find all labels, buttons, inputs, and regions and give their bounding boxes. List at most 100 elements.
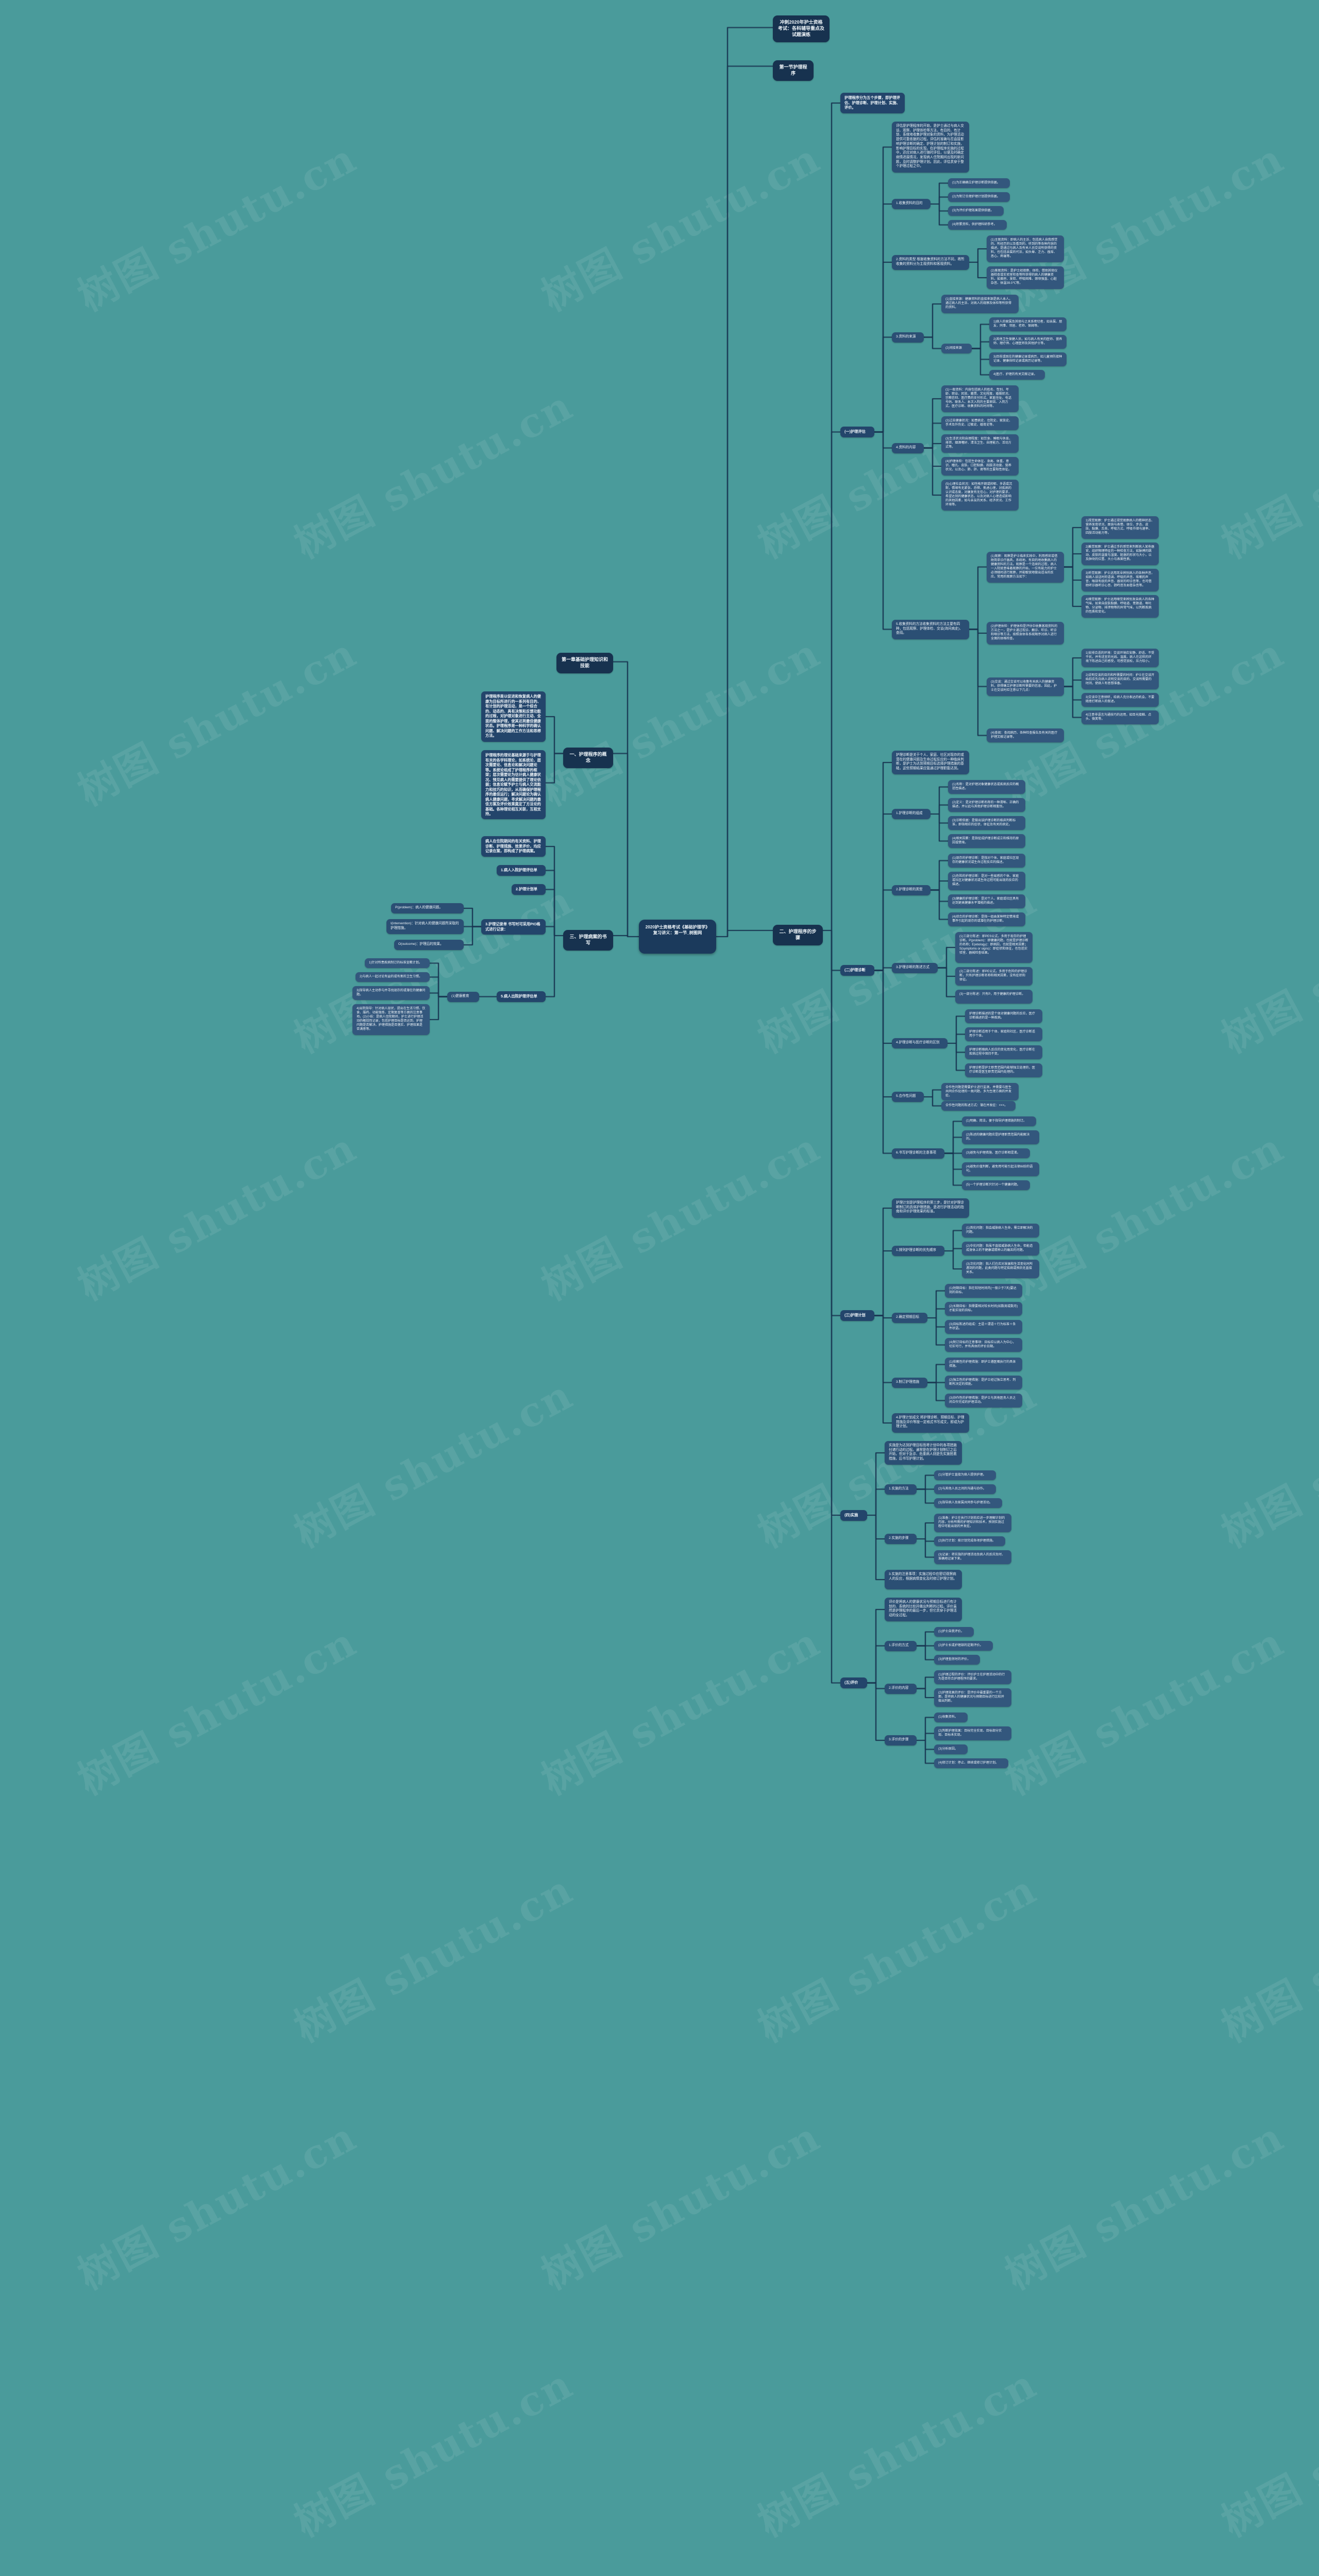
topic-node[interactable]: (4)避免价值判断，避免用可能引起法律纠纷的语句。	[962, 1162, 1039, 1176]
topic-node[interactable]: O(outcome)：护理后的效果。	[394, 940, 464, 950]
topic-node[interactable]: 护理诊断适用于个体、家庭和社区，医疗诊断适用于个体。	[965, 1027, 1042, 1041]
topic-node[interactable]: (3)分析原因。	[934, 1744, 968, 1754]
topic-node[interactable]: 2)与病人一起讨论有益的或有害的卫生习惯。	[356, 972, 430, 982]
topic-node[interactable]: 5.病人出院护理评估单	[497, 991, 546, 1002]
topic-node[interactable]: (3)次优问题：指人们在应对发展和生活变化时所遇到的问题，此类问题与特定疾病或预…	[962, 1260, 1039, 1278]
topic-node[interactable]: (5)一个护理诊断只针对一个健康问题。	[962, 1180, 1030, 1190]
topic-node[interactable]: (三)护理计划	[840, 1310, 874, 1321]
topic-node[interactable]: (2)独立性的护理措施：是护士经过独立思考、判断所决定的措施。	[945, 1376, 1022, 1389]
topic-node[interactable]: 1.排列护理诊断的优先顺序	[892, 1246, 944, 1256]
topic-node[interactable]: 3)交谈中注意倾听，给病人充分表达的机会，不要随意打断病人的叙述。	[1081, 693, 1159, 707]
topic-node[interactable]: 实施是为达到护理目标而将计划中的各项措施付诸行动的过程。通常是在护理计划制订之后…	[885, 1441, 962, 1465]
topic-node[interactable]: 3.护理记录单 书写时可采用PIO格式进行记录：	[481, 919, 546, 935]
topic-node[interactable]: (3)协作性的护理措施：是护士与其他医务人员之间合作完成的护理活动。	[945, 1394, 1022, 1408]
branch-node[interactable]: 第一节护理程序	[773, 60, 814, 81]
topic-node[interactable]: 1.护理诊断的组成	[892, 809, 931, 819]
topic-node[interactable]: (2)客观资料：是护士经观察、体检、借助其他仪器检查或实验室检查等所获得的病人的…	[987, 266, 1064, 289]
topic-node[interactable]: 3)听觉观察：护士运用耳朵辨别病人的各种声音，如病人谈话时的语调、呼吸的声音、咳…	[1081, 569, 1159, 591]
branch-node[interactable]: 一、护理程序的概念	[563, 748, 613, 768]
topic-node[interactable]: (3)生活状况和自理程度：如饮食、睡眠与休息、排泄、烟酒嗜好、清洁卫生、自理能力…	[941, 434, 1019, 453]
topic-node[interactable]: 4)医疗、护理的有关文献记录。	[989, 370, 1045, 380]
topic-node[interactable]: (4)综合的护理诊断：是指一组由某种特定情境或事件引起的现存的或潜在的护理诊断。	[948, 912, 1025, 926]
topic-node[interactable]: 1)病人的家属及其他与之关系密切者，如亲属、朋友、同事、邻居、老师、保姆等。	[989, 317, 1067, 331]
topic-node[interactable]: I(intervention)：针对病人的健康问题所采取的护理措施。	[386, 919, 464, 934]
topic-node[interactable]: 2.资料的类型 根据收集资料的方法不同，将所收集的资料分为主观资料和客观资料。	[892, 255, 969, 270]
topic-node[interactable]: (3)避免与护理措施、医疗诊断相混淆。	[962, 1148, 1030, 1158]
topic-node[interactable]: (2)陈述的健康问题应是护理职责范围内能解决的。	[962, 1130, 1039, 1144]
topic-node[interactable]: 5.收集资料的方法收集资料的方法主要有四种，包括观察、护理体检、交谈(询问病史)…	[892, 620, 969, 639]
topic-node[interactable]: 4.护理计划成文 将护理诊断、预期目标、护理措施及评价等按一定格式书写成文，即成…	[892, 1413, 969, 1433]
topic-node[interactable]: (四)实施	[840, 1510, 867, 1521]
topic-node[interactable]: (五)评价	[840, 1677, 867, 1688]
topic-node[interactable]: 4)出院指导：针对病人现状，提出在生活习惯、饮食、服药、功能锻炼、定期复查等方面…	[352, 1004, 430, 1035]
topic-node[interactable]: (1)护理过程的评价：评价护士在护理活动中的行为是否符合护理程序的要求。	[934, 1670, 1011, 1684]
topic-node[interactable]: 2)说明交谈的目的和所需要的时间：护士在交谈开始前应先向病人说明交谈的目的、交谈…	[1081, 671, 1159, 689]
topic-node[interactable]: 病人在住院期间的有关资料、护理诊断、护理措施、效果评价，均应记录在案，即构成了护…	[481, 836, 546, 857]
topic-node[interactable]: (1)名称：是对护理对象健康状态或疾病反应的概括性描述。	[948, 780, 1025, 794]
topic-node[interactable]: 1.评价的方式	[885, 1641, 917, 1651]
topic-node[interactable]: (1)观察：观察是护士临床实践中，利用感官或借助简单诊疗器具，系统地、有目的地收…	[987, 552, 1064, 583]
topic-node[interactable]: (4)护理体检：包括生命体征、身高、体重、意识、瞳孔、皮肤、口腔黏膜、四肢活动度…	[941, 457, 1019, 476]
topic-node[interactable]: (2)过去健康状况：如患病史、住院史、家族史、手术及外伤史、过敏史、婚育史等。	[941, 416, 1019, 430]
topic-node[interactable]: 2.护理计划单	[512, 884, 546, 895]
topic-node[interactable]: (3)健康的护理诊断：是对个人、家庭或社区具有达到更高健康水平潜能的描述。	[948, 894, 1025, 908]
topic-node[interactable]: (1)三部分陈述：即PES公式，多用于现存的护理诊断。P(problem)：即健…	[955, 932, 1033, 963]
topic-node[interactable]: P(problem)：病人的健康问题。	[391, 903, 464, 913]
topic-node[interactable]: 3.护理诊断的陈述方式	[892, 963, 938, 973]
topic-node[interactable]: 3.评价的步骤	[885, 1735, 917, 1745]
topic-node[interactable]: (4)制订目标的注意事项：目标应以病人为中心，切实可行，并有具体的评价日期。	[945, 1338, 1022, 1352]
topic-node[interactable]: 6.书写护理诊断的注意事项	[892, 1148, 944, 1159]
topic-node[interactable]: (2)长期目标：指需要相对较长时间(如数周或数月)才能实现的目标。	[945, 1302, 1022, 1316]
topic-node[interactable]: 2)触觉观察：护士通过手的感觉来判断病人某些器官、组织物理特征的一种检查方法，如…	[1081, 543, 1159, 565]
topic-node[interactable]: (2)二部分陈述：即PE公式，多用于危险的护理诊断，只有护理诊断名称和相关因素，…	[955, 967, 1033, 986]
topic-node[interactable]: 护理程序是以促进和恢复病人的健康为目标所进行的一系列有目的、有计划的护理活动，是…	[481, 691, 546, 742]
topic-node[interactable]: 评价是将病人的健康状况与预期目标进行有计划的、系统的比较并做出判断的过程。评价虽…	[885, 1598, 962, 1621]
topic-node[interactable]: 护理计划是护理程序的第三步，是针对护理诊断制订的具体护理措施，是进行护理活动的指…	[892, 1198, 969, 1218]
topic-node[interactable]: 护理诊断随病人反应的变化而变化，医疗诊断在疾病过程中保持不变。	[965, 1045, 1042, 1059]
topic-node[interactable]: 评估是护理程序的开始，是护士通过与病人交谈、观察、护理体检等方法，有目的、有计划…	[892, 122, 969, 173]
topic-node[interactable]: 护理诊断是关于个人、家庭、社区对现存的或潜在的健康问题及生命过程反应的一种临床判…	[892, 751, 969, 774]
topic-node[interactable]: 合作性问题是需要护士进行监测，并需要与医生共同合作处理的一类问题，多为生理方面的…	[941, 1083, 1019, 1101]
topic-node[interactable]: (4)修订计划：停止、继续或修订护理计划。	[934, 1758, 1008, 1768]
topic-node[interactable]: (2)定义：是对护理诊断名称的一种清晰、正确的描述，并以此与其他护理诊断相鉴别。	[948, 798, 1025, 812]
topic-node[interactable]: (1)首优问题：指会威胁病人生命，需立即解决的问题。	[962, 1224, 1039, 1238]
topic-node[interactable]: (2)判断护理效果：目标完全实现、目标部分实现、目标未实现。	[934, 1726, 1011, 1740]
topic-node[interactable]: (2)危险的护理诊断：是对一些易感的个体、家庭或社区对健康状况或生命过程可能出现…	[948, 872, 1025, 890]
topic-node[interactable]: 2.护理诊断的类型	[892, 885, 931, 895]
topic-node[interactable]: (3)护理查房时的评价。	[934, 1655, 980, 1665]
topic-node[interactable]: 2.评价的内容	[885, 1684, 917, 1694]
topic-node[interactable]: 1)视觉观察：护士通过视觉观察病人的精神状态、营养发育状况、面容与表情、体位、步…	[1081, 516, 1159, 539]
topic-node[interactable]: (3)为评价护理效果提供依据。	[948, 206, 1004, 216]
topic-node[interactable]: 合作性问题的陈述方式：潜在并发症：×××。	[941, 1101, 1016, 1111]
topic-node[interactable]: (3)指导病人及家属共同参与护理活动。	[934, 1498, 1002, 1508]
topic-node[interactable]: (1)准备：护士在执行计划前应进一步理解计划的内容，分析所需的护理知识和技术，预…	[934, 1514, 1011, 1532]
topic-node[interactable]: (4)积累资料，供护理科研参考。	[948, 220, 1007, 230]
topic-node[interactable]: (1)一般资料：内容包括病人的姓名、性别、年龄、职业、民族、籍贯、文化程度、婚姻…	[941, 385, 1019, 412]
topic-node[interactable]: (1)短期目标：指在较短时间内(一般少于7天)要达到的目标。	[945, 1284, 1022, 1298]
topic-node[interactable]: 3.制订护理措施	[892, 1378, 927, 1388]
topic-node[interactable]: (1)直接来源：健康资料的直接来源是病人本人。通过病人的主诉、对病人的观察及体检…	[941, 295, 1019, 313]
topic-node[interactable]: 2.实施的步骤	[885, 1534, 917, 1544]
topic-node[interactable]: 1)安排合适的环境：交谈环境应安静、舒适、不受干扰，并有适宜的光线、温度。病人在…	[1081, 649, 1159, 667]
topic-node[interactable]: (3)记录：将实施的护理活动及病人的反应及时、准确地记录下来。	[934, 1550, 1011, 1564]
topic-node[interactable]: (2)护理体检：护理体检是评估中收集客观资料的方法之一，是护士通过视诊、触诊、叩…	[987, 622, 1064, 645]
topic-node[interactable]: 护理诊断是护士职责范围内能够独立处理的，医疗诊断是医生职责范围内处理的。	[965, 1063, 1042, 1077]
branch-node[interactable]: 三、护理病案的书写	[563, 930, 613, 951]
topic-node[interactable]: 3)目前或既往的健康记录或病历，如儿童预防接种记录、健康体检记录或病历记录等。	[989, 352, 1067, 366]
topic-node[interactable]: (3)交谈：通过交谈可以收集有关病人的健康资料，获得确立护理诊断所需要的信息。因…	[987, 677, 1064, 696]
topic-node[interactable]: (2)护理效果的评价：是评价中最重要的一个方面，是将病人的健康状况与预期目标进行…	[934, 1688, 1011, 1707]
topic-node[interactable]: 护理程序的理论基础来源于与护理有关的各学科理论，如系统论、层次需要论、信息论和解…	[481, 750, 546, 819]
root-node[interactable]: 2020护士资格考试《基础护理学》复习讲义：第一节_树图网	[639, 920, 716, 954]
topic-node[interactable]: (1)为正确确立护理诊断提供依据。	[948, 178, 1010, 188]
topic-node[interactable]: (1)明确、简洁，便于指导护理措施的制订。	[962, 1116, 1036, 1126]
topic-node[interactable]: 1)针对所患疾病制订的标准宣教计划。	[365, 958, 430, 968]
topic-node[interactable]: 1.实施的方法	[885, 1484, 917, 1495]
topic-node[interactable]: (1)主观资料：即病人的主诉，包括病人自我感觉的、所经历的以及看到的、听到的等各…	[987, 235, 1064, 262]
topic-node[interactable]: (4)相关因素：是指促成护理诊断成立和维持的原因或情境。	[948, 834, 1025, 848]
topic-node[interactable]: 护理程序分为五个步骤，即护理评估、护理诊断、护理计划、实施、评价。	[840, 93, 905, 113]
topic-node[interactable]: (2)与其他人员之间的沟通与协作。	[934, 1484, 996, 1494]
topic-node[interactable]: (3)诊断依据：是做出该护理诊断的临床判断标准，即指相应的症状、体征及有关的病史…	[948, 816, 1025, 830]
topic-node[interactable]: 1.收集资料的目的	[892, 199, 931, 209]
topic-node[interactable]: (2)中优问题：指虽不直接威胁病人生命，但能造成身体上的不健康或精神上的痛苦的问…	[962, 1242, 1039, 1256]
topic-node[interactable]: (2)间接来源	[941, 344, 972, 353]
